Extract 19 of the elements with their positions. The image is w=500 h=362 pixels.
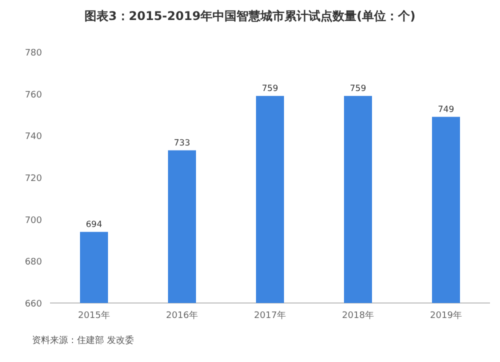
data-label: 694 [86, 220, 102, 230]
y-tick-label: 760 [24, 90, 42, 100]
data-label: 749 [438, 104, 454, 115]
x-tick-label: 2018年 [342, 310, 374, 321]
y-tick-label: 700 [24, 216, 42, 226]
chart-title: 图表3：2015-2019年中国智慧城市累计试点数量(单位：个) [84, 9, 416, 23]
x-tick-label: 2016年 [166, 310, 198, 321]
data-label: 759 [350, 84, 366, 94]
data-label: 733 [174, 138, 190, 148]
y-tick-label: 680 [24, 258, 42, 268]
y-tick-label: 780 [24, 48, 42, 58]
y-tick-label: 660 [24, 300, 42, 310]
x-tick-label: 2017年 [254, 310, 286, 321]
x-tick-label: 2015年 [78, 310, 110, 321]
y-tick-label: 740 [24, 132, 42, 142]
text: 资料来源：住建部 发改委 [32, 335, 134, 346]
data-label: 759 [262, 84, 278, 94]
x-tick-label: 2019年 [430, 310, 462, 321]
y-tick-label: 720 [24, 174, 42, 184]
